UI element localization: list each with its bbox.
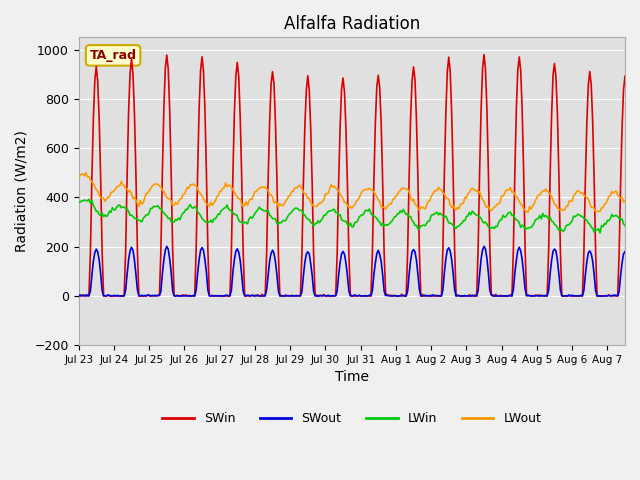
Text: TA_rad: TA_rad (90, 49, 136, 62)
Title: Alfalfa Radiation: Alfalfa Radiation (284, 15, 420, 33)
Y-axis label: Radiation (W/m2): Radiation (W/m2) (15, 131, 29, 252)
Legend: SWin, SWout, LWin, LWout: SWin, SWout, LWin, LWout (157, 407, 546, 430)
X-axis label: Time: Time (335, 371, 369, 384)
